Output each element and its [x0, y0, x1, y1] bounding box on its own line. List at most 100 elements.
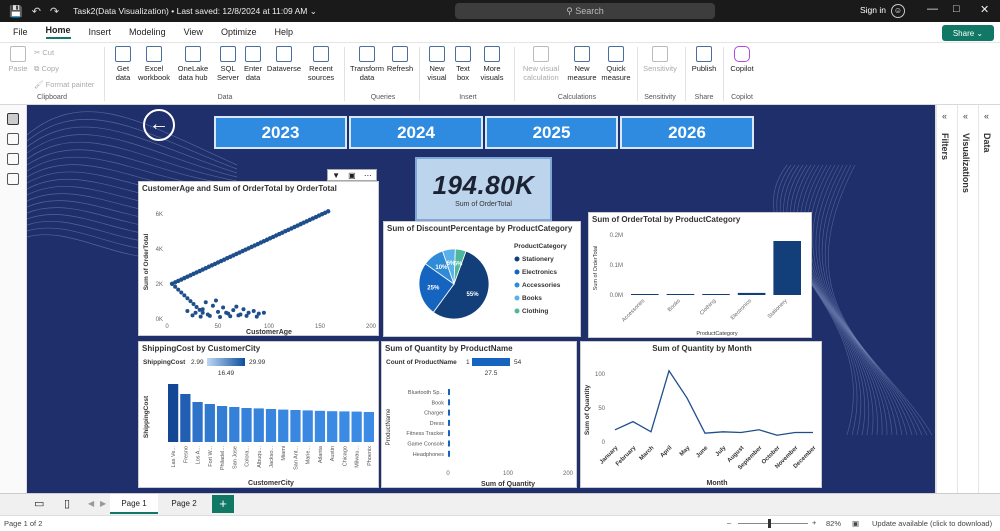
- onelake-icon: [185, 46, 201, 62]
- minimize-icon[interactable]: —: [927, 3, 938, 15]
- filters-pane[interactable]: « Filters: [936, 105, 956, 493]
- collapse-icon[interactable]: «: [963, 111, 969, 121]
- format-painter-button[interactable]: 🖌 Format painter: [34, 80, 95, 89]
- year-button-2023[interactable]: 2023: [214, 116, 347, 149]
- add-page-button[interactable]: +: [212, 495, 234, 513]
- recent-sources-button[interactable]: Recent sources: [304, 46, 338, 82]
- zoom-slider-thumb[interactable]: [768, 519, 771, 528]
- search-box[interactable]: ⚲ Search: [455, 3, 715, 19]
- copy-button[interactable]: ⧉ Copy: [34, 64, 59, 73]
- data-pane[interactable]: « Data: [978, 105, 998, 493]
- scatter-x-tick: 100: [264, 324, 275, 330]
- page-tab-bar: ▭ ▯ ◀ ▶ Page 1 Page 2 +: [0, 493, 1000, 515]
- menu-insert[interactable]: Insert: [88, 27, 112, 37]
- new-visual-button[interactable]: New visual: [423, 46, 451, 82]
- product-quantity-chart-card[interactable]: Count of ProductName 1 54 27.5 ProductName Bl…: [381, 341, 577, 488]
- menu-file[interactable]: File: [13, 27, 28, 37]
- measure-icon: [574, 46, 590, 62]
- collapse-icon[interactable]: «: [942, 111, 948, 121]
- dataverse-icon: [276, 46, 292, 62]
- close-icon[interactable]: ✕: [980, 4, 990, 16]
- cut-button[interactable]: ✂ Cut: [34, 48, 55, 57]
- document-title[interactable]: Task2(Data Visualization) • Last saved: …: [73, 5, 317, 16]
- page-tab-2[interactable]: Page 2: [171, 499, 197, 508]
- table-view-icon[interactable]: [7, 133, 19, 145]
- shipping-x-tick: Phoenix: [367, 446, 373, 466]
- kpi-card[interactable]: 194.80K Sum of OrderTotal: [415, 157, 552, 221]
- share-button[interactable]: Share ⌄: [942, 25, 994, 41]
- new-measure-button[interactable]: New measure: [566, 46, 598, 82]
- menu-view[interactable]: View: [183, 27, 203, 37]
- quick-measure-button[interactable]: Quick measure: [600, 46, 632, 82]
- more-options-icon[interactable]: ⋯: [363, 170, 372, 180]
- undo-icon[interactable]: ↶: [31, 5, 41, 18]
- mobile-layout-icon[interactable]: ▯: [64, 498, 71, 510]
- product-bar: [448, 450, 450, 457]
- onelake-button[interactable]: OneLake data hub: [173, 46, 213, 82]
- pie-legend-label: Stationery: [522, 256, 554, 263]
- more-visuals-button[interactable]: More visuals: [476, 46, 508, 82]
- model-view-icon[interactable]: [7, 153, 19, 165]
- shipping-title: ShippingCost by CustomerCity: [142, 344, 261, 353]
- desktop-layout-icon[interactable]: ▭: [34, 498, 45, 510]
- year-button-2024[interactable]: 2024: [349, 116, 483, 149]
- zoom-in-icon[interactable]: +: [812, 518, 817, 527]
- enter-data-button[interactable]: Enter data: [242, 46, 264, 82]
- scatter-point: [193, 310, 198, 315]
- new-visual-calculation-button[interactable]: New visual calculation: [518, 46, 564, 82]
- year-button-2026[interactable]: 2026: [620, 116, 754, 149]
- pie-chart-card[interactable]: 55% 25% 10% 6% 5% ProductCategory Stationery El…: [383, 221, 581, 337]
- copilot-button[interactable]: Copilot: [727, 46, 757, 73]
- focus-mode-icon[interactable]: ▣: [348, 170, 356, 180]
- monthly-line-chart-card[interactable]: 100 50 0 Sum of Quantity January February Marc…: [580, 341, 822, 488]
- scatter-point: [198, 314, 203, 319]
- sign-in-link[interactable]: Sign in: [860, 5, 886, 15]
- visualizations-pane[interactable]: « Visualizations: [957, 105, 977, 493]
- excel-workbook-button[interactable]: Excel workbook: [136, 46, 172, 82]
- scatter-point: [238, 312, 243, 317]
- menu-help[interactable]: Help: [274, 27, 293, 37]
- menu-home[interactable]: Home: [45, 25, 71, 39]
- next-page-icon[interactable]: ▶: [100, 499, 107, 508]
- save-icon[interactable]: 💾: [9, 5, 23, 18]
- text-box-button[interactable]: Text box: [452, 46, 474, 82]
- prev-page-icon[interactable]: ◀: [88, 499, 95, 508]
- year-button-2025[interactable]: 2025: [485, 116, 618, 149]
- product-legend-mid: 27.5: [485, 370, 498, 377]
- zoom-slider[interactable]: [738, 523, 808, 524]
- zoom-out-icon[interactable]: –: [727, 518, 732, 527]
- category-bar-chart-card[interactable]: 0.2M 0.1M 0.0M Sum of OrderTotal Accessories…: [588, 212, 812, 338]
- scatter-chart-card[interactable]: 6K 4K 2K 0K 0 50 100 150 200 CustomerAge Sum of Or…: [138, 181, 379, 336]
- collapse-icon[interactable]: «: [984, 111, 990, 121]
- sensitivity-button[interactable]: Sensitivity: [641, 46, 679, 73]
- shipping-bar: [314, 410, 326, 442]
- dataverse-button[interactable]: Dataverse: [266, 46, 302, 73]
- avatar[interactable]: ☺: [891, 4, 905, 18]
- scatter-point: [194, 304, 199, 309]
- redo-icon[interactable]: ↷: [49, 5, 60, 18]
- refresh-button[interactable]: Refresh: [386, 46, 414, 73]
- maximize-icon[interactable]: □: [953, 3, 960, 15]
- shipping-bar: [253, 408, 264, 442]
- shipping-chart-card[interactable]: ShippingCost 2.99 29.99 16.49 ShippingCost La…: [138, 341, 379, 488]
- dax-query-icon[interactable]: [7, 173, 19, 185]
- filter-icon[interactable]: ▼: [332, 170, 340, 180]
- scatter-point: [224, 310, 229, 315]
- transform-data-button[interactable]: Transform data: [348, 46, 386, 82]
- fit-page-icon[interactable]: ▣: [852, 519, 860, 528]
- page-tab-1[interactable]: Page 1: [110, 494, 158, 514]
- scatter-x-tick: 200: [366, 324, 377, 330]
- pie-legend-title: ProductCategory: [514, 243, 567, 250]
- update-notice[interactable]: Update available (click to download): [872, 519, 993, 528]
- scatter-point: [325, 209, 331, 214]
- product-y-tick: Headphones: [413, 452, 444, 458]
- report-view-icon[interactable]: [7, 113, 19, 125]
- publish-button[interactable]: Publish: [690, 46, 718, 73]
- menu-modeling[interactable]: Modeling: [129, 27, 166, 37]
- menu-optimize[interactable]: Optimize: [220, 27, 257, 37]
- background-wave-line: [27, 126, 238, 174]
- paste-button[interactable]: Paste: [6, 46, 30, 73]
- sql-server-button[interactable]: SQL Server: [214, 46, 242, 82]
- back-arrow-button[interactable]: ←: [143, 109, 175, 141]
- get-data-button[interactable]: Get data: [110, 46, 136, 82]
